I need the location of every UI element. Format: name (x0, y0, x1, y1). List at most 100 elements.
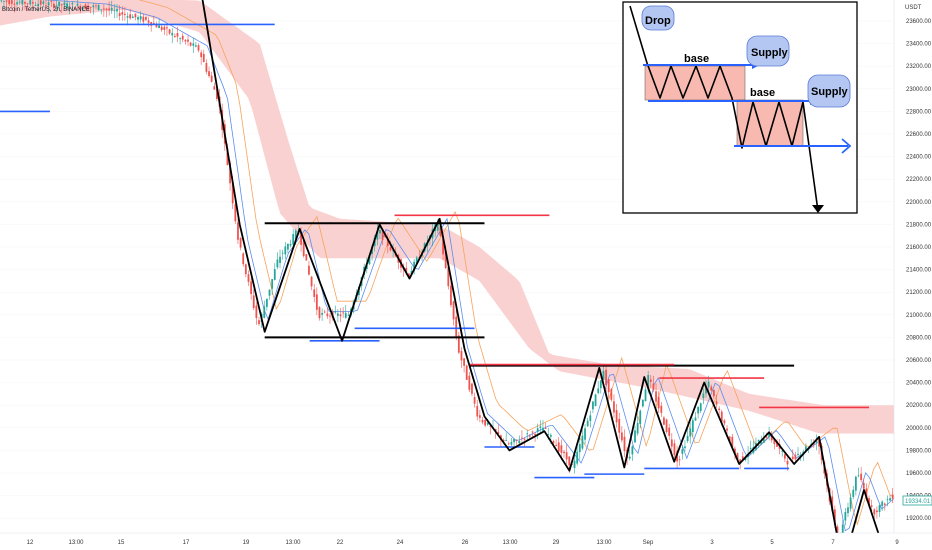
candle-body (710, 386, 713, 391)
candle-body (308, 265, 310, 275)
candle-body (313, 289, 316, 297)
candle-body (847, 507, 849, 514)
price-tick-label: 23400.00 (906, 42, 932, 48)
candle-body (315, 294, 318, 310)
candle-body (605, 369, 607, 386)
candle-body (131, 16, 134, 19)
time-axis[interactable]: 12 13:00 15 17 19 13:00 22 24 26 13:00 29 13:00 Sep 3… (0, 532, 932, 550)
candle-body (281, 252, 284, 254)
candle-body (876, 510, 878, 513)
candle-body (413, 261, 416, 272)
candle-body (42, 1, 45, 4)
candle-body (697, 406, 700, 414)
time-tick-label: 7 (831, 540, 835, 546)
candle-body (781, 450, 784, 452)
inset-diagram: Drop Supply Supply base base (622, 1, 858, 214)
candle-body (634, 430, 636, 443)
supply-bubble-1 (746, 35, 790, 67)
price-tick-label: 20600.00 (906, 358, 932, 364)
candle-body (576, 451, 579, 464)
candle-body (3, 0, 5, 2)
candle-body (268, 289, 271, 296)
candle-body (773, 439, 776, 445)
candle-body (891, 494, 894, 499)
candle-body (21, 0, 24, 5)
price-tick-label: 22600.00 (906, 132, 932, 138)
candle-body (636, 422, 639, 434)
base-line (138, 0, 895, 526)
price-tick-label: 23600.00 (906, 19, 932, 25)
candle-body (602, 370, 605, 380)
candle-body (242, 253, 245, 265)
candle-body (95, 5, 97, 7)
candle-body (573, 460, 576, 469)
candle-body (452, 301, 455, 320)
candle-body (231, 181, 234, 204)
candle-body (660, 405, 663, 413)
price-tick-label: 20000.00 (906, 426, 932, 432)
candle-body (287, 243, 289, 250)
symbol-title[interactable]: Bitcoin / TetherUS, 2h, BINANCE (2, 7, 90, 13)
candle-body (468, 375, 471, 390)
candle-body (618, 418, 621, 433)
candle-body (589, 415, 592, 422)
candle-body (889, 498, 891, 501)
candle-body (310, 276, 313, 287)
candle-body (597, 388, 600, 394)
candle-body (478, 415, 481, 418)
candle-body (226, 148, 229, 166)
price-axis[interactable]: USDT 23600.00 23400.00 23200.00 23000.00 228… (893, 0, 932, 533)
time-tick-label: Sep (643, 540, 654, 546)
candle-body (265, 298, 268, 307)
time-tick-label: 15 (118, 540, 125, 546)
candle-body (126, 16, 129, 18)
candle-body (883, 503, 886, 505)
price-axis-unit: USDT (905, 5, 922, 11)
candle-body (208, 71, 210, 77)
candle-body (334, 311, 337, 313)
candle-body (113, 10, 116, 12)
time-tick-label: 5 (770, 540, 774, 546)
candle-body (197, 45, 200, 51)
conversion-line (41, 0, 895, 532)
candle-body (707, 381, 710, 388)
candle-body (481, 419, 484, 423)
candle-body (68, 7, 71, 9)
candle-body (66, 3, 68, 8)
candle-body (549, 434, 552, 437)
candle-body (239, 237, 242, 248)
candle-body (247, 274, 250, 282)
candle-body (284, 246, 287, 255)
candle-body (718, 408, 721, 411)
candle-body (578, 444, 581, 453)
time-tick-label: 29 (553, 540, 560, 546)
candle-body (302, 240, 305, 257)
candle-body (192, 43, 195, 46)
candle-body (60, 4, 63, 6)
candle-body (802, 451, 805, 454)
candle-body (515, 439, 518, 441)
time-tick-label: 22 (337, 540, 344, 546)
candle-body (137, 17, 139, 20)
price-tick-label: 22800.00 (906, 109, 932, 115)
candle-body (234, 204, 237, 222)
candle-body (147, 20, 150, 23)
candle-body (155, 24, 158, 28)
candle-body (37, 3, 40, 7)
candle-body (339, 314, 342, 317)
candle-body (841, 524, 844, 534)
base-label-2: base (750, 87, 775, 99)
candle-body (205, 63, 208, 72)
candle-body (45, 5, 47, 7)
candle-body (765, 436, 768, 438)
candle-body (521, 437, 523, 439)
candle-body (173, 35, 176, 37)
candle-body (736, 453, 739, 460)
candle-body (523, 438, 526, 440)
candle-body (873, 509, 876, 515)
candle-body (857, 475, 860, 477)
candle-body (252, 295, 255, 309)
candle-body (123, 13, 126, 15)
